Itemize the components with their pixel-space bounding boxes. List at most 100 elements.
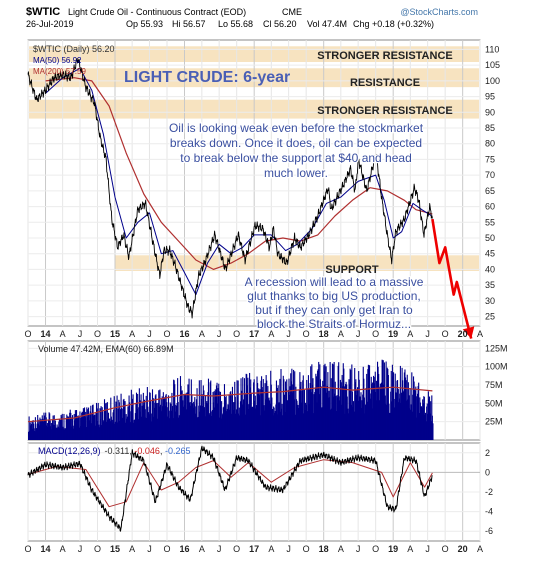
- volume-bar: [248, 404, 250, 440]
- volume-bar: [251, 406, 254, 440]
- volume-bar: [78, 417, 80, 440]
- volume-bar: [336, 395, 338, 440]
- volume-bar: [247, 377, 249, 440]
- volume-bar: [58, 418, 60, 440]
- volume-bar: [197, 417, 199, 440]
- macd-value-2: -0.046: [134, 446, 160, 456]
- volume-bar: [141, 416, 143, 440]
- volume-bar: [54, 424, 56, 440]
- macd-sep-2: ,: [160, 446, 165, 456]
- volume-bar: [368, 365, 371, 440]
- volume-bar: [330, 409, 332, 440]
- volume-bar: [253, 382, 255, 440]
- volume-bar: [282, 415, 284, 440]
- volume-bar: [386, 367, 388, 440]
- volume-bar: [205, 395, 207, 440]
- volume-bar: [34, 428, 36, 440]
- volume-bar: [342, 363, 344, 440]
- volume-bar: [146, 417, 148, 440]
- x-tick-label: O: [372, 544, 379, 554]
- volume-bar: [290, 373, 292, 440]
- series-lines: [27, 58, 475, 532]
- volume-bar: [414, 390, 416, 440]
- volume-bar: [201, 394, 203, 440]
- volume-bar: [54, 420, 56, 440]
- volume-bar: [341, 375, 343, 440]
- volume-bar: [291, 392, 293, 440]
- volume-bar: [82, 408, 84, 440]
- volume-bar: [108, 418, 110, 440]
- volume-bar: [182, 400, 184, 440]
- volume-bar: [377, 366, 379, 440]
- volume-bar: [235, 413, 237, 440]
- volume-bar: [332, 364, 334, 440]
- volume-bar: [99, 408, 101, 440]
- volume-bar: [39, 421, 42, 440]
- volume-bar: [334, 393, 336, 440]
- volume-bar: [130, 389, 132, 440]
- volume-bar: [96, 420, 98, 440]
- volume-bar: [163, 397, 166, 440]
- volume-bar: [77, 415, 79, 440]
- y-tick-label: 55: [485, 217, 495, 227]
- volume-bar: [57, 428, 59, 440]
- volume-bar: [423, 396, 425, 440]
- header-open: Op 55.93: [126, 19, 163, 29]
- volume-bar: [255, 405, 258, 440]
- volume-bar: [412, 376, 415, 440]
- annotation-line: block the Straits of Hormuz...: [257, 317, 411, 331]
- volume-bar: [379, 386, 381, 440]
- volume-bar: [403, 390, 405, 440]
- projection-line: [431, 218, 473, 339]
- volume-bar: [162, 406, 164, 440]
- volume-bar: [256, 376, 258, 440]
- legend-volume: Volume 47.42M, EMA(60) 66.89M: [38, 344, 174, 354]
- volume-bar: [335, 410, 337, 440]
- y-tick-label: 90: [485, 107, 495, 117]
- volume-bar: [59, 419, 62, 440]
- macd-label: MACD(12,26,9): [38, 446, 101, 456]
- volume-bar: [383, 362, 385, 440]
- volume-bar: [431, 395, 433, 440]
- volume-bar: [33, 430, 35, 440]
- volume-bar: [428, 396, 431, 440]
- volume-bar: [286, 400, 288, 440]
- volume-bar: [374, 377, 376, 440]
- volume-bar: [209, 413, 211, 440]
- volume-bar: [206, 401, 208, 440]
- x-tick-label: 19: [388, 544, 398, 554]
- annotation-line: glut thanks to big US production,: [247, 289, 420, 303]
- volume-bar: [65, 417, 67, 440]
- volume-bar: [315, 376, 317, 440]
- legend-price: $WTIC (Daily) 56.20: [33, 44, 115, 54]
- volume-bar: [228, 394, 230, 440]
- volume-bar: [39, 417, 41, 440]
- volume-bar: [209, 382, 211, 440]
- volume-bar: [382, 360, 384, 440]
- volume-bar: [38, 419, 40, 440]
- volume-bar: [331, 363, 333, 440]
- volume-bar: [66, 417, 68, 440]
- volume-bar: [399, 398, 401, 440]
- volume-bar: [115, 407, 118, 440]
- volume-bar: [378, 400, 380, 440]
- y-tick-label: 110: [485, 44, 499, 54]
- volume-bar: [406, 374, 408, 440]
- volume-bar: [374, 371, 376, 440]
- volume-bar: [281, 403, 283, 440]
- volume-bar: [192, 407, 194, 440]
- volume-bar: [232, 410, 234, 440]
- volume-bar: [360, 392, 362, 440]
- volume-bar: [278, 402, 280, 440]
- volume-bar: [165, 394, 167, 440]
- volume-bar: [407, 382, 409, 440]
- volume-bar: [226, 411, 228, 440]
- volume-bar: [119, 420, 121, 440]
- volume-bar: [135, 403, 137, 440]
- volume-bar: [241, 390, 243, 440]
- volume-bar: [29, 430, 31, 440]
- volume-bar: [361, 407, 363, 440]
- volume-bar: [378, 373, 380, 440]
- y-tick-label: 125M: [485, 343, 508, 353]
